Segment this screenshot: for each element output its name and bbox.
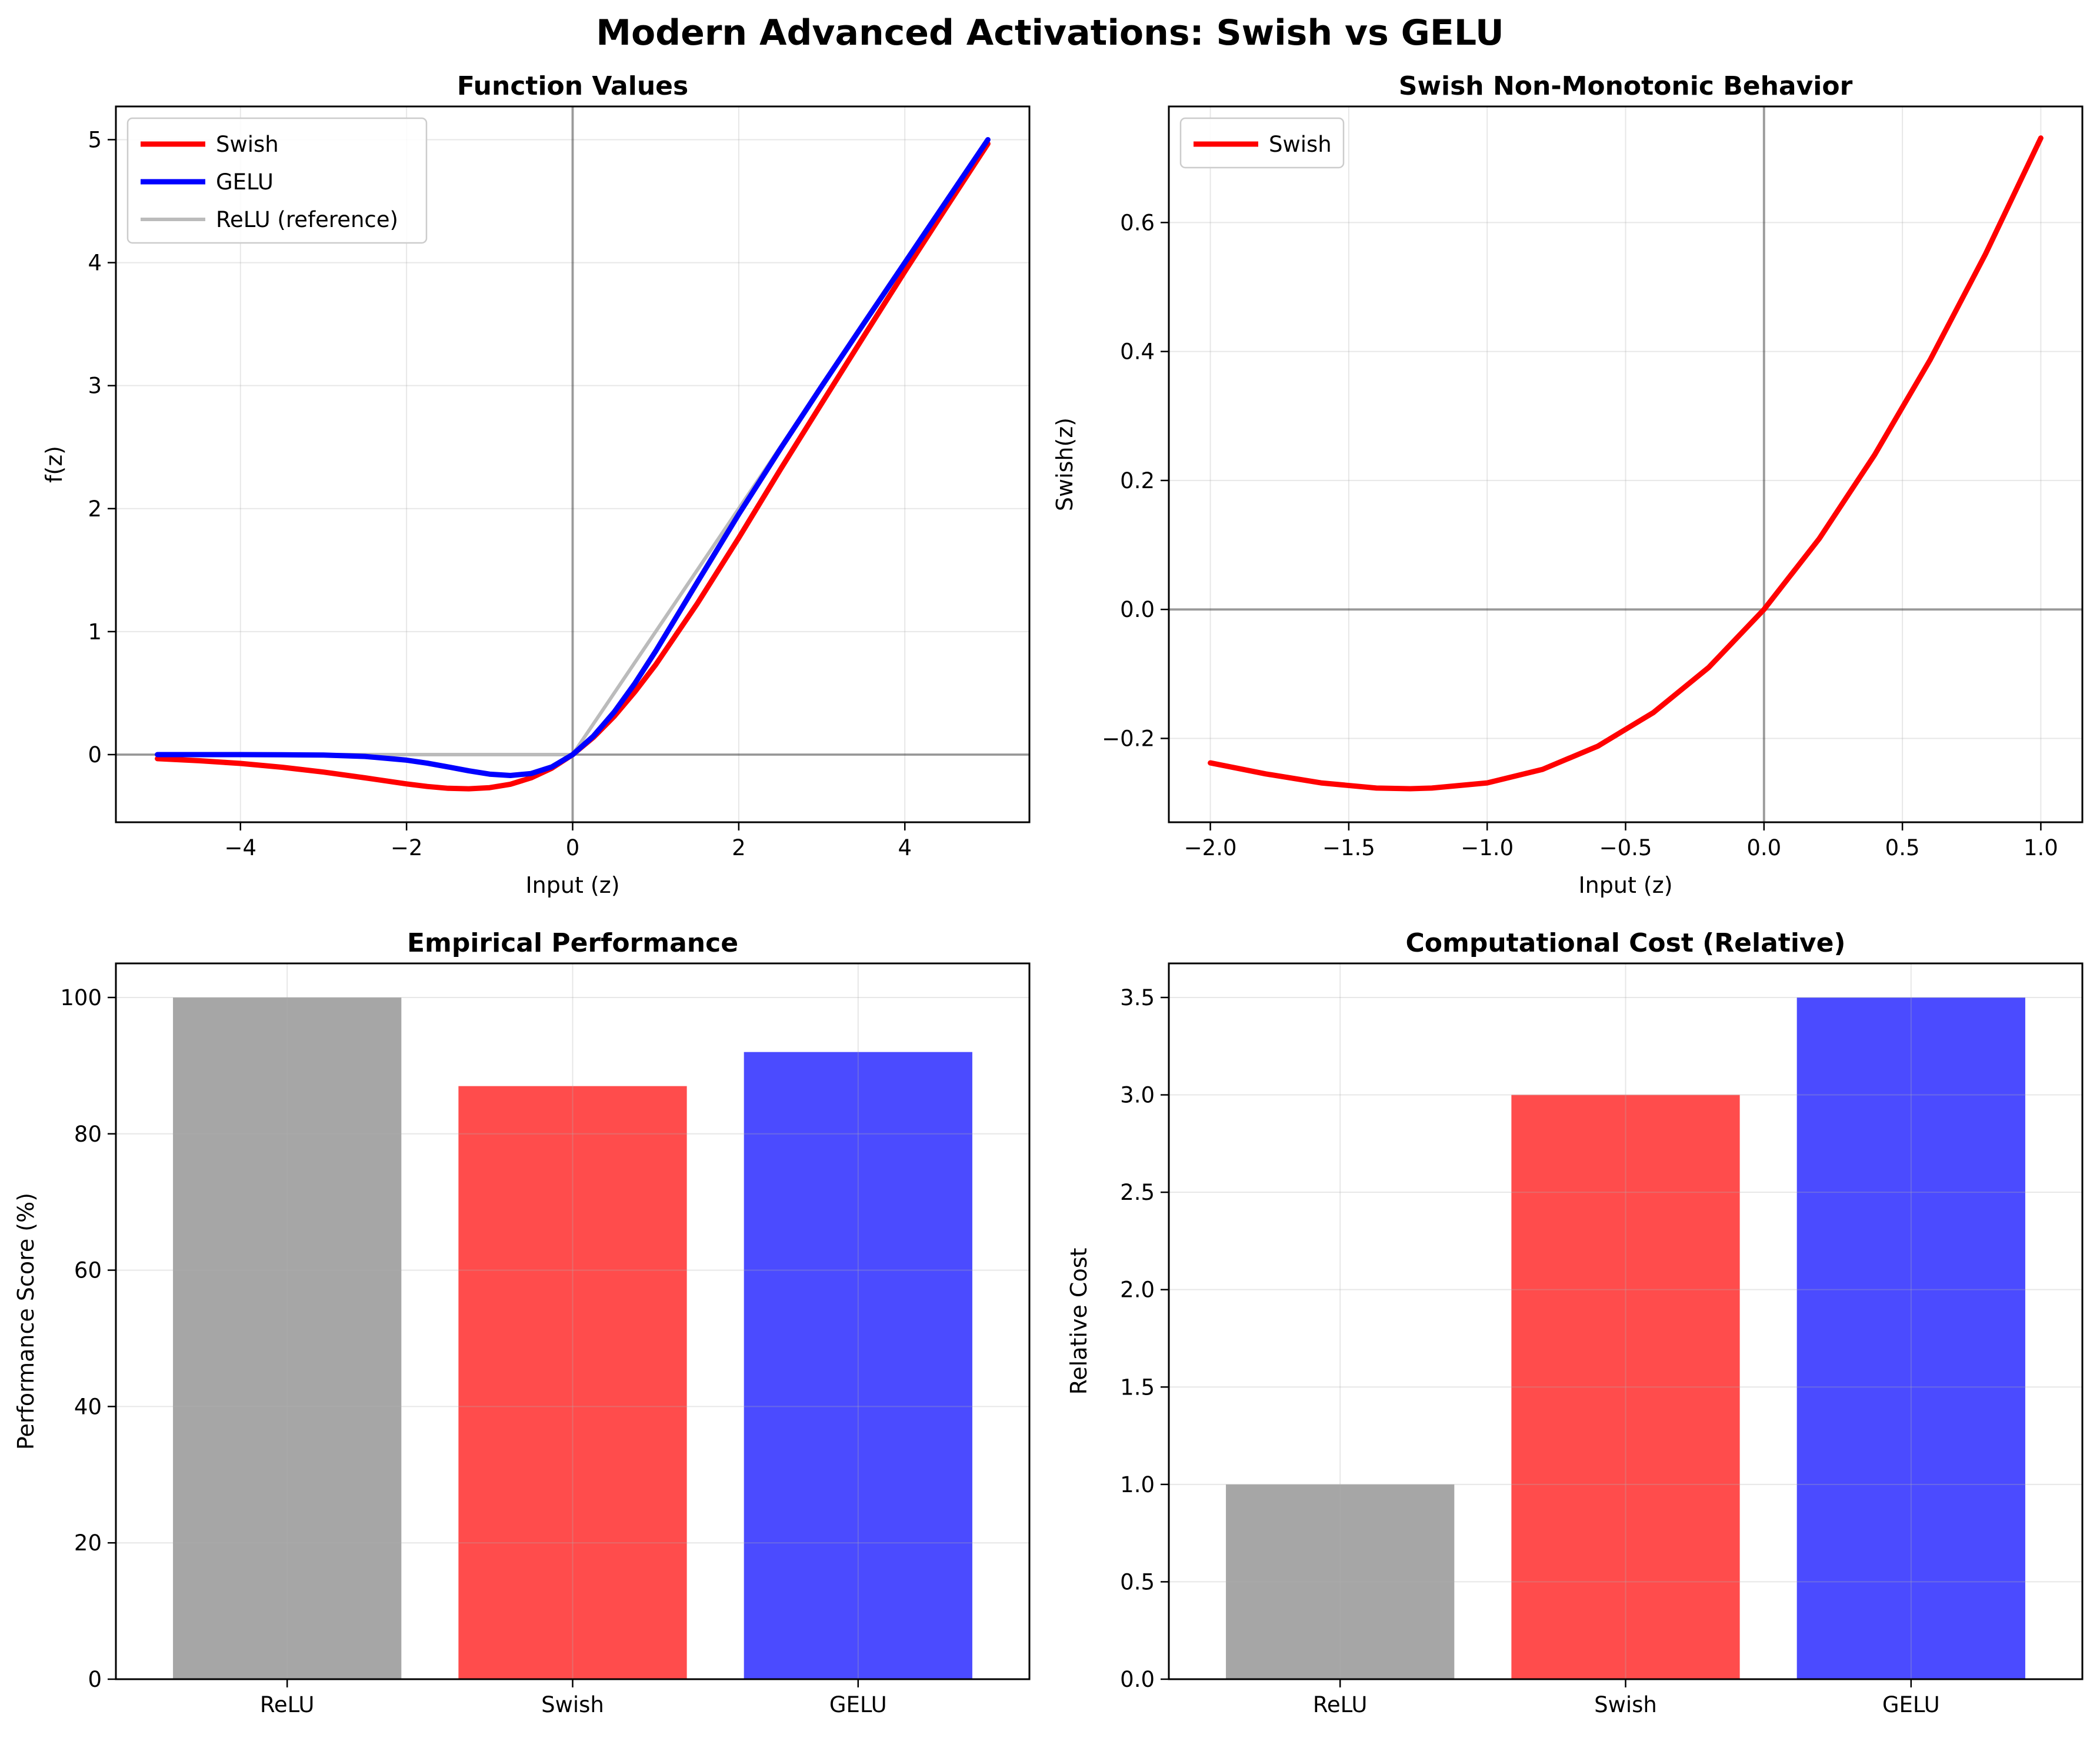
- x-tick-label: −2: [391, 835, 423, 860]
- x-tick-label: GELU: [829, 1692, 887, 1717]
- y-tick-label: 0.2: [1120, 468, 1155, 493]
- x-tick-label: GELU: [1882, 1692, 1940, 1717]
- y-tick-label: 0.4: [1120, 339, 1155, 365]
- legend: Swish: [1181, 118, 1344, 168]
- x-tick-label: ReLU: [260, 1692, 315, 1717]
- y-tick-label: 0.6: [1120, 210, 1155, 235]
- y-tick-label: 80: [74, 1122, 102, 1147]
- x-axis-label: Input (z): [525, 872, 619, 898]
- y-tick-label: 40: [74, 1394, 102, 1419]
- y-tick-label: −0.2: [1102, 726, 1155, 751]
- legend-label-gelu: GELU: [216, 169, 274, 195]
- x-tick-label: ReLU: [1313, 1692, 1368, 1717]
- y-tick-label: 2.5: [1120, 1180, 1155, 1205]
- x-tick-label: 1.0: [2024, 835, 2058, 860]
- x-tick-label: −4: [224, 835, 256, 860]
- y-axis-label: f(z): [41, 446, 67, 483]
- y-tick-label: 1.0: [1120, 1472, 1155, 1497]
- y-tick-label: 4: [88, 251, 102, 276]
- y-axis-label: Relative Cost: [1066, 1248, 1092, 1395]
- y-tick-label: 3.0: [1120, 1083, 1155, 1108]
- y-tick-label: 0: [88, 1667, 102, 1692]
- y-tick-label: 0.0: [1120, 597, 1155, 622]
- x-tick-label: Swish: [541, 1692, 604, 1717]
- x-tick-label: −2.0: [1184, 835, 1237, 860]
- legend-label-swish: Swish: [1269, 132, 1332, 157]
- y-axis-label: Swish(z): [1052, 418, 1078, 511]
- axes-title: Empirical Performance: [407, 928, 738, 958]
- legend-label-swish: Swish: [216, 132, 279, 157]
- x-tick-label: 4: [898, 835, 912, 860]
- axes-title: Function Values: [457, 71, 688, 101]
- y-tick-label: 1.5: [1120, 1375, 1155, 1400]
- x-tick-label: 0.5: [1885, 835, 1920, 860]
- x-tick-label: −1.0: [1461, 835, 1514, 860]
- y-axis-label: Performance Score (%): [13, 1193, 39, 1450]
- y-tick-label: 0: [88, 742, 102, 768]
- y-tick-label: 5: [88, 127, 102, 152]
- x-tick-label: −1.5: [1322, 835, 1375, 860]
- x-tick-label: −0.5: [1599, 835, 1652, 860]
- x-tick-label: 2: [732, 835, 746, 860]
- x-tick-label: 0: [566, 835, 580, 860]
- y-tick-label: 1: [88, 619, 102, 645]
- x-axis-label: Input (z): [1578, 872, 1672, 898]
- y-tick-label: 3: [88, 373, 102, 399]
- y-tick-label: 20: [74, 1530, 102, 1556]
- y-tick-label: 2: [88, 496, 102, 522]
- y-tick-label: 60: [74, 1258, 102, 1283]
- axes-title: Computational Cost (Relative): [1405, 928, 1845, 958]
- figure-title: Modern Advanced Activations: Swish vs GE…: [596, 12, 1504, 54]
- y-tick-label: 0.0: [1120, 1667, 1155, 1692]
- x-tick-label: 0.0: [1746, 835, 1781, 860]
- y-tick-label: 100: [60, 985, 102, 1010]
- x-tick-label: Swish: [1594, 1692, 1657, 1717]
- y-tick-label: 0.5: [1120, 1569, 1155, 1594]
- y-tick-label: 3.5: [1120, 985, 1155, 1010]
- axes-title: Swish Non-Monotonic Behavior: [1399, 71, 1853, 101]
- y-tick-label: 2.0: [1120, 1277, 1155, 1303]
- legend-label-relu-reference: ReLU (reference): [216, 207, 398, 232]
- legend: Swish GELU ReLU (reference): [128, 118, 426, 243]
